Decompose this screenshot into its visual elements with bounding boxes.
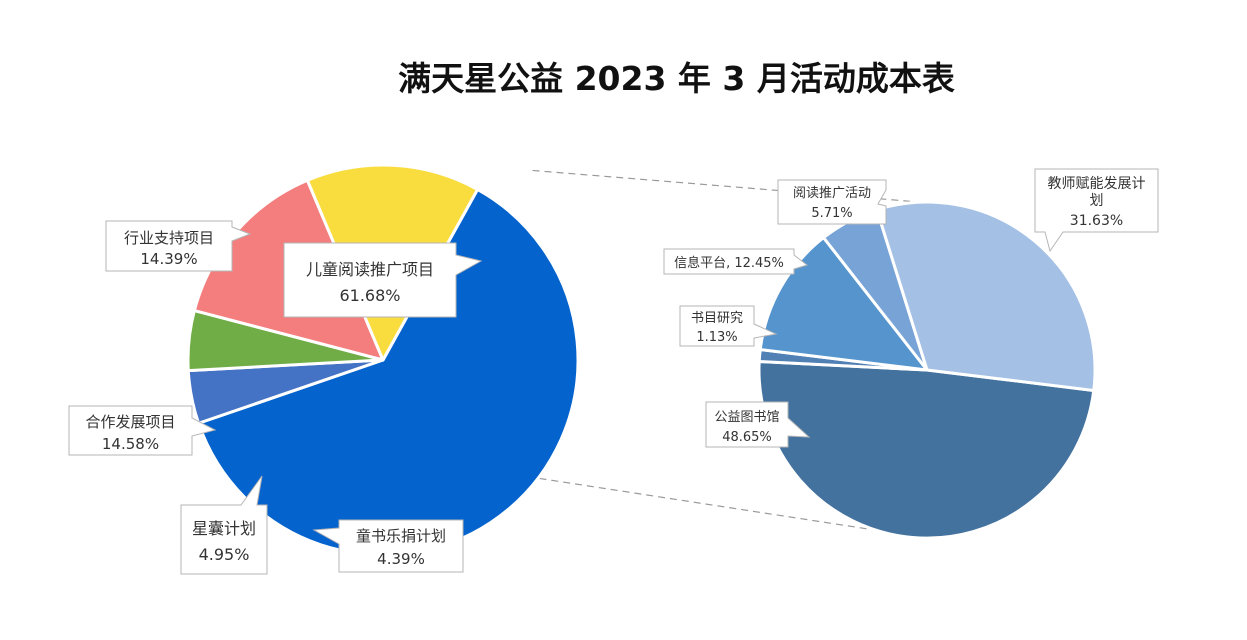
label-sub-2-name: 书目研究 — [691, 311, 743, 326]
chart-title: 满天星公益 2023 年 3 月活动成本表 — [398, 59, 955, 98]
label-sub-2-value: 1.13% — [696, 330, 737, 345]
label-sub-4-box — [777, 179, 887, 225]
label-sub-3: 信息平台, 12.45% — [663, 248, 809, 275]
label-sub-5-name-2: 划 — [1090, 193, 1104, 209]
label-main-5-value: 14.39% — [140, 250, 197, 268]
label-sub-1-value: 48.65% — [722, 430, 772, 445]
label-main-2-name: 童书乐捐计划 — [356, 527, 446, 545]
label-sub-4: 阅读推广活动 5.71% — [777, 179, 887, 225]
label-sub-3-name: 信息平台, 12.45% — [674, 255, 784, 271]
sub-slice-1 — [757, 360, 1096, 540]
label-sub-2-box — [679, 305, 778, 347]
label-main-1-box — [283, 242, 483, 318]
sub-slice-5 — [875, 200, 1097, 392]
label-sub-5-box — [1034, 168, 1159, 253]
sub-slice-3 — [758, 236, 929, 372]
connector-line-top — [532, 169, 920, 203]
label-main-3-name: 星囊计划 — [192, 519, 256, 538]
label-main-1-value: 61.68% — [339, 286, 400, 305]
label-sub-4-name: 阅读推广活动 — [793, 186, 871, 201]
label-main-4-value: 14.58% — [102, 435, 159, 453]
label-main-4-box — [68, 405, 217, 456]
label-main-5-box — [105, 220, 252, 272]
label-main-3: 星囊计划 4.95% — [180, 475, 268, 575]
label-sub-5-value: 31.63% — [1070, 213, 1123, 229]
label-sub-1-box — [705, 401, 811, 448]
label-main-2: 童书乐捐计划 4.39% — [312, 519, 464, 573]
label-sub-4-value: 5.71% — [811, 206, 852, 221]
label-sub-1-name: 公益图书馆 — [714, 410, 779, 425]
label-sub-2: 书目研究 1.13% — [679, 305, 778, 347]
label-main-3-value: 4.95% — [199, 545, 250, 564]
label-sub-1: 公益图书馆 48.65% — [705, 401, 811, 448]
label-main-5-name: 行业支持项目 — [124, 229, 214, 247]
label-main-4: 合作发展项目 14.58% — [68, 405, 217, 456]
label-main-2-value: 4.39% — [377, 550, 425, 568]
label-main-2-box — [312, 519, 464, 573]
label-main-5: 行业支持项目 14.39% — [105, 220, 252, 272]
main-pie — [186, 163, 580, 557]
label-main-4-name: 合作发展项目 — [85, 413, 175, 431]
label-sub-5-name: 教师赋能发展计 — [1048, 176, 1146, 192]
label-main-1-name: 儿童阅读推广项目 — [306, 260, 434, 279]
label-main-1: 儿童阅读推广项目 61.68% — [283, 242, 483, 318]
sub-pie — [757, 200, 1097, 540]
label-main-3-box — [180, 475, 268, 575]
label-sub-3-box — [663, 248, 809, 275]
